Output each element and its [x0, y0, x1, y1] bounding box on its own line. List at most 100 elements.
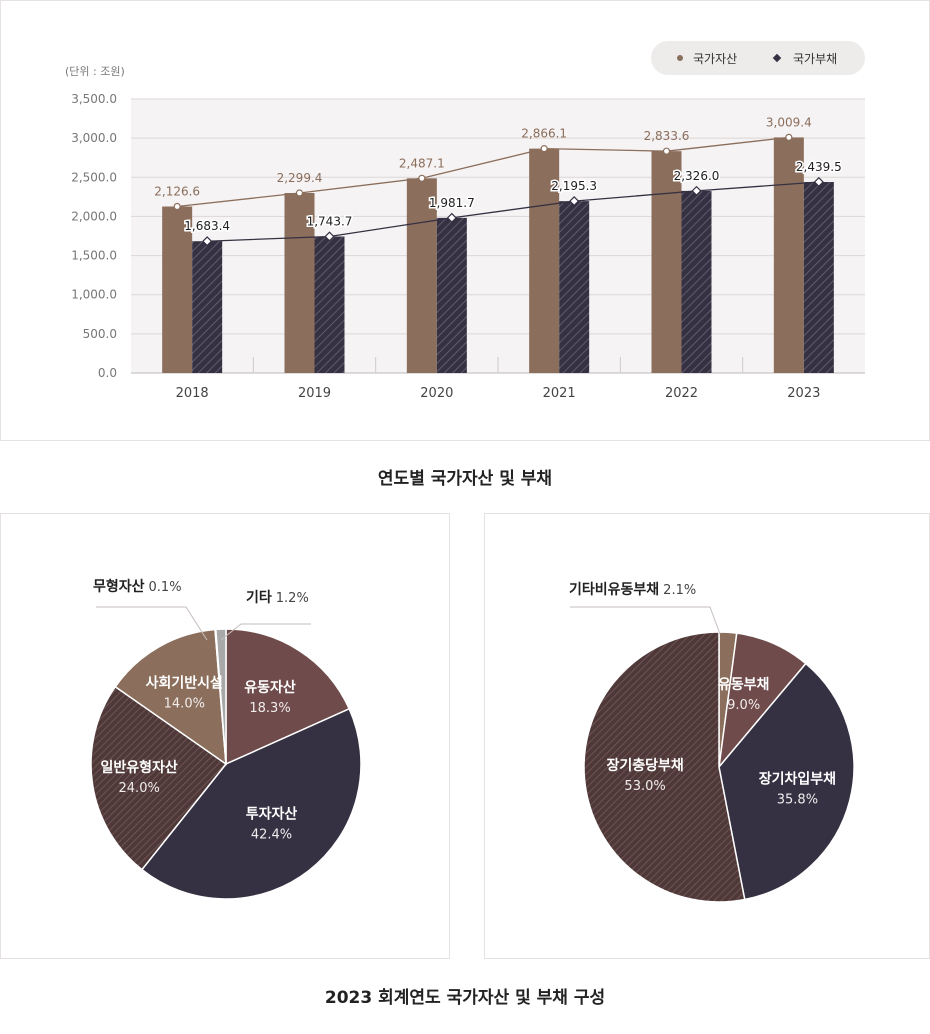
legend-label-assets: 국가자산 — [693, 52, 737, 66]
value-label-assets: 2,833.6 — [644, 129, 690, 143]
y-tick-label: 2,500.0 — [71, 170, 117, 184]
pie-label-name: 일반유형자산 — [101, 759, 178, 776]
marker-liabilities — [202, 236, 213, 247]
value-label-liabilities: 1,981.7 — [429, 196, 475, 210]
bar-liabilities — [436, 217, 467, 373]
pie-slice — [583, 631, 746, 903]
pie-slice — [225, 628, 351, 766]
pie-label-percent: 2.1% — [663, 583, 696, 598]
pie-label-percent: 42.4% — [251, 828, 292, 843]
pie-label-percent: 14.0% — [164, 696, 205, 711]
value-label-liabilities: 1,743.7 — [307, 214, 353, 228]
pie-label-percent: 1.2% — [276, 591, 309, 606]
x-tick-label: 2021 — [543, 386, 576, 401]
callout-line-intangible — [96, 606, 208, 641]
pie-label-name: 기타 — [246, 590, 272, 606]
value-label-assets: 2,487.1 — [399, 156, 445, 170]
marker-liabilities — [446, 212, 457, 223]
bar-assets — [284, 192, 315, 373]
assets-pie-panel: 유동자산 18.3% 투자자산 42.4% 일반유형자산 24.0% 사회기반시설 14.0%… — [0, 513, 450, 959]
pie-slice — [718, 662, 855, 901]
value-label-assets: 2,866.1 — [521, 127, 567, 141]
marker-assets — [173, 202, 181, 211]
legend-marker-assets — [677, 55, 683, 61]
marker-liabilities — [569, 196, 580, 207]
bar-assets — [406, 178, 437, 373]
bar-chart-caption: 연도별 국가자산 및 부채 — [377, 469, 553, 489]
y-tick-label: 2,000.0 — [71, 209, 117, 223]
pie-slice — [215, 628, 227, 765]
marker-liabilities — [324, 231, 335, 242]
bar-chart: 0.0 500.0 1,000.0 1,500.0 2,000.0 2,500.0 3,00… — [65, 41, 865, 401]
pie-label-name: 투자자산 — [246, 806, 298, 823]
pie-slice — [114, 628, 227, 766]
line-assets — [177, 136, 789, 208]
pie-label-name: 기타비유동부채 — [569, 582, 659, 598]
marker-assets — [785, 133, 793, 142]
value-label-liabilities: 1,683.4 — [184, 219, 230, 233]
bar-assets — [162, 206, 193, 373]
y-tick-label: 3,500.0 — [71, 92, 117, 106]
pie-label-name: 장기충당부채 — [606, 757, 683, 774]
y-tick-label: 3,000.0 — [71, 131, 117, 145]
pie-label-percent: 9.0% — [727, 698, 760, 713]
pie-label-name: 유동부채 — [718, 677, 770, 693]
bar-liabilities — [559, 201, 590, 373]
x-tick-label: 2019 — [298, 386, 331, 401]
pie-section-caption: 2023 회계연도 국가자산 및 부채 구성 — [324, 988, 606, 1008]
marker-assets — [418, 174, 426, 182]
callout-line-other-noncurrent — [570, 606, 721, 635]
bar-chart-panel: 0.0 500.0 1,000.0 1,500.0 2,000.0 2,500.0 3,00… — [0, 0, 930, 441]
legend-label-liabilities: 국가부채 — [793, 52, 837, 66]
pie-slice — [140, 707, 362, 900]
pie-label-percent: 0.1% — [149, 580, 182, 595]
bar-liabilities — [681, 190, 712, 373]
bar-liabilities — [192, 241, 223, 373]
y-tick-label: 1,000.0 — [71, 288, 117, 302]
value-label-liabilities: 2,326.0 — [674, 169, 720, 183]
unit-label: (단위 : 조원) — [65, 65, 125, 78]
line-liabilities — [207, 181, 819, 242]
pie-label-percent: 24.0% — [119, 781, 160, 796]
pie-label: 기타 1.2% — [246, 590, 309, 606]
value-label-liabilities: 2,439.5 — [796, 160, 842, 174]
marker-liabilities — [813, 176, 824, 188]
y-tick-label: 0.0 — [98, 366, 117, 380]
pie-label-name: 장기차입부채 — [759, 770, 836, 787]
liabilities-pie-panel: 기타비유동부채 2.1% 유동부채 9.0% 장기차입부채 35.8% 장기충당부채 53.0… — [484, 513, 930, 959]
x-tick-label: 2022 — [665, 386, 698, 401]
pie-label-percent: 35.8% — [777, 792, 818, 807]
x-tick-label: 2018 — [176, 386, 209, 401]
callout-line-other — [220, 623, 311, 641]
legend: 국가자산 국가부채 — [651, 41, 865, 75]
pie-slice — [90, 685, 228, 871]
marker-assets — [662, 147, 671, 155]
y-tick-label: 1,500.0 — [71, 249, 117, 263]
pie-label-percent: 18.3% — [249, 701, 290, 716]
pie-label-name: 무형자산 — [93, 578, 145, 595]
plot-area — [131, 99, 865, 373]
legend-background — [651, 41, 865, 75]
liabilities-pie-chart: 기타비유동부채 2.1% 유동부채 9.0% 장기차입부채 35.8% 장기충당부채 53.0… — [569, 582, 855, 903]
value-label-assets: 2,126.6 — [154, 185, 200, 199]
marker-liabilities — [691, 185, 702, 196]
x-tick-label: 2020 — [420, 386, 453, 401]
bar-assets — [651, 151, 682, 373]
marker-assets — [540, 145, 548, 153]
bar-liabilities — [314, 236, 345, 373]
bar-liabilities — [803, 182, 834, 373]
bar-assets — [529, 148, 560, 373]
bar-assets — [773, 137, 804, 373]
value-label-assets: 2,299.4 — [277, 171, 323, 185]
pie-label-name: 유동자산 — [244, 679, 296, 696]
pie-label: 기타비유동부채 2.1% — [569, 582, 696, 598]
value-label-assets: 3,009.4 — [766, 115, 812, 129]
y-tick-label: 500.0 — [83, 327, 117, 341]
pie-label: 무형자산 0.1% — [93, 578, 182, 595]
marker-assets — [295, 189, 304, 197]
value-label-liabilities: 2,195.3 — [551, 179, 597, 193]
x-tick-label: 2023 — [787, 386, 820, 401]
assets-pie-chart: 유동자산 18.3% 투자자산 42.4% 일반유형자산 24.0% 사회기반시설 14.0%… — [90, 578, 362, 900]
pie-label-name: 사회기반시설 — [146, 674, 223, 691]
pie-label-percent: 53.0% — [624, 779, 665, 794]
